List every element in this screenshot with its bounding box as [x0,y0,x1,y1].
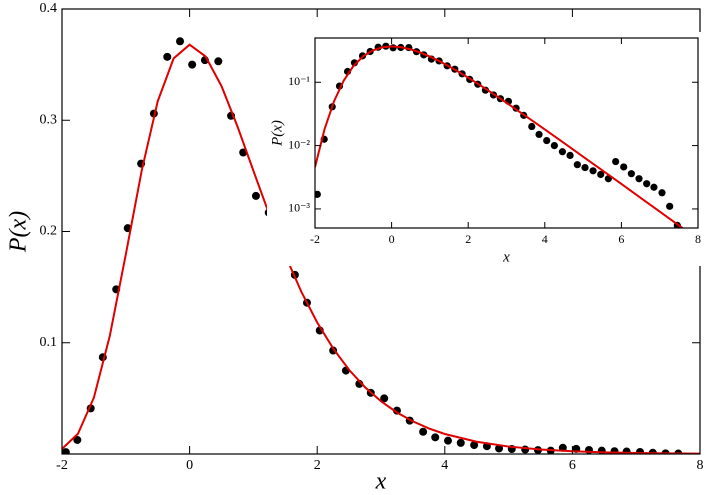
data-point [658,189,666,197]
data-point [635,175,643,183]
y-tick-label: 0.1 [40,335,58,350]
fit-curve [315,45,685,228]
data-point [666,202,674,210]
data-point [419,427,428,436]
data-point [650,183,658,191]
x-tick-label: 4 [542,232,548,246]
data-point [431,433,440,442]
data-point [380,394,389,403]
data-point [163,52,172,61]
data-point [470,441,479,450]
data-point [543,136,551,145]
inset-background [267,32,704,266]
data-point [573,161,581,169]
data-point [535,130,543,139]
axes-frame [314,37,699,229]
x-tick-label: 0 [186,458,193,473]
data-point [643,180,651,188]
y-axis-label: P(x) [269,120,285,147]
data-point [581,163,589,172]
data-point [251,191,260,200]
x-tick-label: -2 [310,232,320,246]
x-tick-label: -2 [56,458,68,473]
data-point [550,142,558,150]
x-tick-label: 6 [569,458,576,473]
data-point [558,148,567,156]
y-tick-label: 0.3 [40,112,58,127]
data-point [521,445,530,454]
x-tick-label: 8 [695,232,701,246]
data-point [214,57,223,66]
y-tick-label: 0.2 [40,224,58,239]
y-tick-label: 10⁻³ [288,201,310,215]
plot-area [62,37,700,454]
x-tick-label: 4 [441,458,448,473]
data-point [566,151,574,160]
data-point [589,167,597,175]
data-point [597,170,605,179]
data-point [528,122,536,131]
y-tick-label: 10⁻² [288,137,310,151]
data-point [620,163,628,171]
x-axis-label: x [375,469,387,495]
x-tick-label: 6 [618,232,624,246]
y-tick-label: 0.4 [40,1,58,16]
fit-curve [62,43,700,454]
x-axis-label: x [502,249,510,265]
x-tick-label: 8 [697,458,704,473]
data-point [636,447,645,454]
x-tick-label: 2 [314,458,321,473]
data-point [62,448,70,454]
data-point [315,190,321,198]
plot-area [315,42,685,228]
data-point [389,44,397,52]
data-point [612,157,620,166]
y-axis-label: P(x) [6,211,32,253]
data-point [495,444,504,453]
data-point [443,436,452,445]
data-point [73,435,82,444]
data-point [176,37,185,46]
x-tick-label: 2 [465,232,471,246]
y-tick-label: 10⁻¹ [288,74,310,88]
data-point [627,170,635,178]
data-point [188,60,197,69]
data-point [456,438,465,447]
x-tick-label: 0 [389,232,395,246]
